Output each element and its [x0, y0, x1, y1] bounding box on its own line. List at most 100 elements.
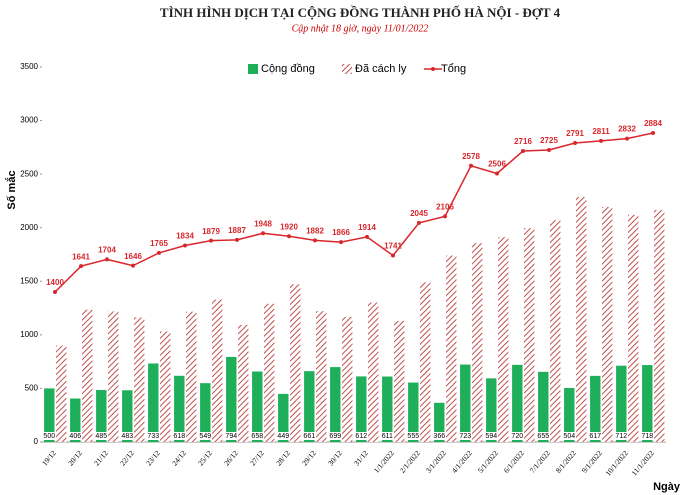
legend-swatch [248, 64, 258, 74]
value-label-bg [146, 432, 161, 440]
value-label-bg [172, 432, 187, 440]
line-point [261, 231, 265, 236]
legend-swatch [342, 64, 352, 74]
value-label: 1887 [228, 226, 246, 235]
value-label: 2045 [410, 209, 428, 218]
y-tick-label: 1000 [20, 330, 38, 339]
line-point [313, 238, 317, 243]
value-label: 712 [615, 433, 627, 440]
line-point [443, 214, 447, 219]
bar [96, 390, 107, 442]
bar [134, 317, 145, 442]
bar [576, 196, 587, 442]
value-label: 699 [329, 433, 341, 440]
bar [498, 237, 509, 442]
y-axis-label: Số mắc [5, 170, 18, 209]
value-label: 449 [277, 433, 289, 440]
bar [316, 311, 327, 442]
bar [524, 228, 535, 442]
value-label: 2791 [566, 129, 584, 138]
value-label: 2811 [592, 127, 610, 136]
line-point [469, 163, 473, 168]
value-label: 658 [251, 433, 263, 440]
value-label: 1641 [72, 252, 90, 261]
bar [616, 365, 627, 442]
value-label: 1866 [332, 228, 350, 237]
value-label: 1914 [358, 223, 376, 232]
bar [382, 376, 393, 442]
bar [460, 364, 471, 442]
value-label-bg [380, 432, 395, 440]
bar [82, 309, 93, 442]
value-label: 366 [433, 433, 445, 440]
line-point [365, 234, 369, 239]
line-point [547, 148, 551, 153]
bar [628, 214, 639, 442]
bar [420, 282, 431, 442]
value-label: 485 [95, 433, 107, 440]
line-point [105, 257, 109, 262]
line-point [79, 264, 83, 269]
value-label: 2884 [644, 119, 662, 128]
value-label-bg [614, 432, 629, 440]
bar [368, 302, 379, 442]
value-label: 794 [225, 433, 237, 440]
line-point [131, 263, 135, 268]
line-point [235, 237, 239, 242]
line-point [573, 140, 577, 145]
chart-subtitle: Cập nhật 18 giờ, ngày 11/01/2022 [292, 23, 429, 34]
value-label-bg [354, 432, 369, 440]
legend-swatch [431, 67, 435, 71]
legend-label: Đã cách ly [355, 63, 407, 75]
value-label: 2832 [618, 125, 636, 134]
value-label-bg [458, 432, 473, 440]
value-label: 555 [407, 433, 419, 440]
bar [226, 356, 237, 442]
line-point [391, 253, 395, 258]
bar [342, 316, 353, 442]
y-tick-label: 0 [34, 437, 39, 446]
bar [512, 364, 523, 442]
y-tick-label: 500 [25, 384, 39, 393]
y-tick-label: 2500 [20, 169, 38, 178]
value-label-bg [432, 432, 447, 440]
bar [174, 375, 185, 442]
value-label: 2106 [436, 202, 454, 211]
line-point [157, 250, 161, 255]
y-tick-label: 1500 [20, 276, 38, 285]
bar [472, 243, 483, 442]
line-point [625, 136, 629, 141]
value-label-bg [250, 432, 265, 440]
value-label: 2578 [462, 152, 480, 161]
value-label: 1920 [280, 222, 298, 231]
chart-title: TÌNH HÌNH DỊCH TẠI CỘNG ĐỒNG THÀNH PHỐ H… [160, 5, 561, 20]
value-label: 1646 [124, 252, 142, 261]
bar [264, 303, 275, 442]
bar [238, 324, 249, 442]
line-point [287, 234, 291, 239]
bar [252, 371, 263, 442]
value-label: 723 [459, 433, 471, 440]
value-label-bg [328, 432, 343, 440]
value-label: 661 [303, 433, 315, 440]
bar [160, 331, 171, 442]
line-point [209, 238, 213, 243]
y-tick-label: 3000 [20, 116, 38, 125]
value-label-bg [94, 432, 109, 440]
bar [642, 365, 653, 442]
line-point [599, 138, 603, 143]
value-label-bg [68, 432, 83, 440]
bar [186, 311, 197, 442]
value-label-bg [536, 432, 551, 440]
value-label: 2725 [540, 136, 558, 145]
bar [44, 388, 55, 442]
bar [602, 206, 613, 442]
bar [356, 376, 367, 442]
value-label-bg [640, 432, 655, 440]
line-point [651, 131, 655, 135]
bar [290, 284, 301, 442]
bar [200, 383, 211, 442]
bar [56, 345, 67, 442]
value-label: 612 [355, 433, 367, 440]
value-label-bg [588, 432, 603, 440]
